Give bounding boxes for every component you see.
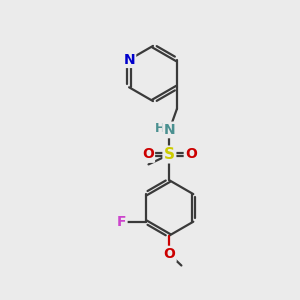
Text: H: H xyxy=(154,122,165,135)
Text: O: O xyxy=(142,148,154,161)
Text: O: O xyxy=(164,247,175,261)
Text: F: F xyxy=(117,215,126,229)
Text: N: N xyxy=(164,123,175,137)
Text: N: N xyxy=(123,53,135,67)
Text: S: S xyxy=(164,147,175,162)
Text: O: O xyxy=(185,148,197,161)
